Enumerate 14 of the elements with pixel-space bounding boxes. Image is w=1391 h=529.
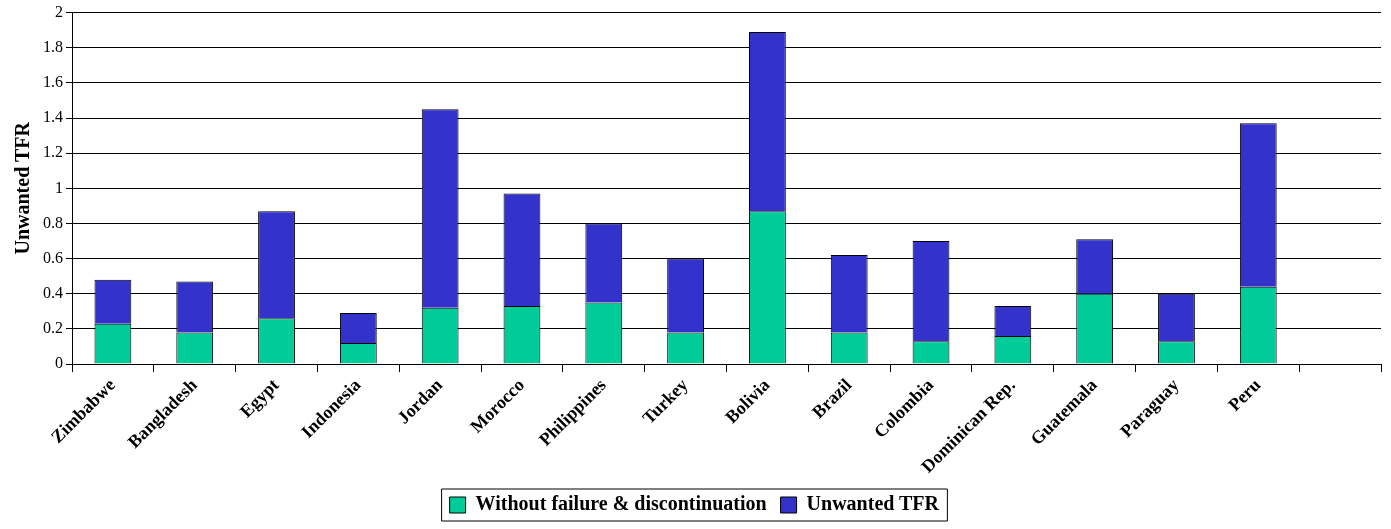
y-tick-label: 1.8 [43,37,63,55]
legend-label: Without failure & discontinuation [475,492,767,515]
y-tick-label: 2 [55,2,63,20]
y-tick-label: 0.6 [43,248,63,266]
y-tick-label: 1 [55,178,63,196]
y-tick-label: 0.4 [43,283,63,301]
y-tick-label: 1.6 [43,73,63,91]
y-tick-label: 0.8 [43,213,63,231]
y-tick-label: 0 [55,354,63,372]
y-tick-label: 1.4 [43,108,63,126]
y-tick-label: 1.2 [43,143,63,161]
y-axis-title: Unwanted TFR [11,121,34,255]
legend-label: Unwanted TFR [806,492,940,515]
y-tick-label: 0.2 [43,319,63,337]
